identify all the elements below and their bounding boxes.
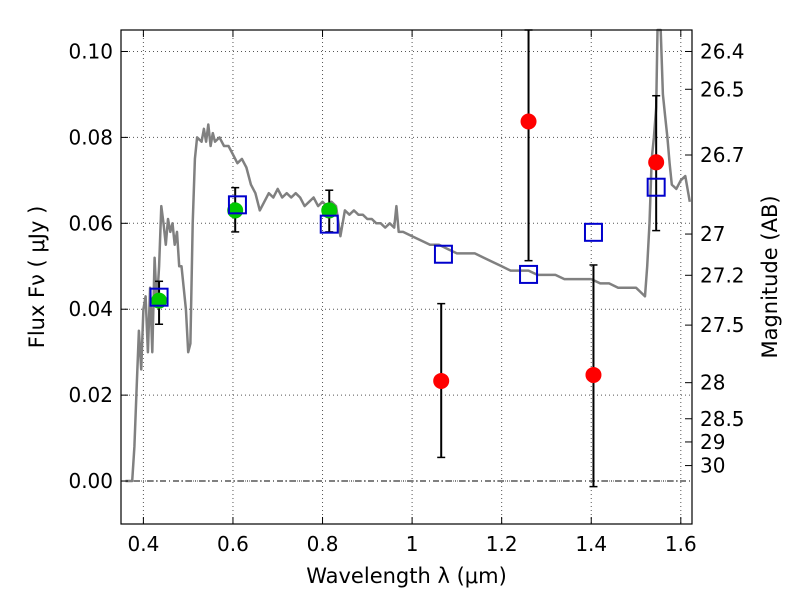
- x-tick-label: 0.8: [307, 532, 339, 556]
- y2-tick-label: 26.5: [700, 77, 745, 101]
- y2-tick-label: 27: [700, 222, 725, 246]
- y2-tick-label: 28: [700, 371, 725, 395]
- y-tick-label: 0.00: [68, 469, 113, 493]
- tick-labels: 0.4 0.6 0.8 1 1.2 1.4 1.6 0.00 0.02 0.04 0.06 0.08 0…: [68, 39, 744, 556]
- x-tick-label: 1.4: [575, 532, 607, 556]
- y2-tick-label: 30: [700, 454, 725, 478]
- y2-tick-label: 26.7: [700, 143, 745, 167]
- data-point-circle: [321, 202, 338, 219]
- data-point-square: [646, 177, 666, 197]
- y-axis-title: Flux Fν ( μJy ): [25, 206, 49, 349]
- x-tick-label: 0.4: [127, 532, 159, 556]
- y-tick-label: 0.10: [68, 39, 113, 63]
- data-point-circle: [433, 372, 450, 389]
- data-point-circle: [585, 366, 602, 383]
- y2-tick-label: 27.5: [700, 313, 745, 337]
- y2-tick-label: 29: [700, 430, 725, 454]
- y-tick-label: 0.02: [68, 383, 113, 407]
- data-point-square: [519, 264, 539, 284]
- model-sed-layer: [125, 28, 692, 483]
- x-tick-label: 1.2: [486, 532, 518, 556]
- x-tick-label: 1.6: [665, 532, 697, 556]
- data-point-square: [227, 195, 247, 215]
- x-tick-label: 1: [406, 532, 419, 556]
- y-tick-label: 0.06: [68, 211, 113, 235]
- data-point-circle: [648, 154, 665, 171]
- model-sed-curve: [125, 28, 692, 483]
- data-point-square: [583, 222, 603, 242]
- grid-lines: [121, 30, 692, 524]
- data-point-circle: [227, 202, 244, 219]
- plot-frame: [120, 29, 693, 525]
- x-tick-label: 0.6: [217, 532, 249, 556]
- data-markers: [149, 113, 666, 389]
- data-point-square: [319, 214, 339, 234]
- data-point-square: [433, 244, 453, 264]
- y-tick-label: 0.04: [68, 297, 113, 321]
- y2-tick-label: 28.5: [700, 407, 745, 431]
- data-point-circle: [520, 113, 537, 130]
- y2-axis-title: Magnitude (AB): [758, 195, 782, 358]
- axis-ticks: [121, 30, 692, 524]
- y2-tick-label: 27.2: [700, 263, 745, 287]
- data-point-square: [149, 287, 169, 307]
- x-axis-title: Wavelength λ (μm): [306, 564, 507, 588]
- y2-tick-label: 26.4: [700, 39, 745, 63]
- error-bars: [155, 29, 661, 488]
- y-tick-label: 0.08: [68, 125, 113, 149]
